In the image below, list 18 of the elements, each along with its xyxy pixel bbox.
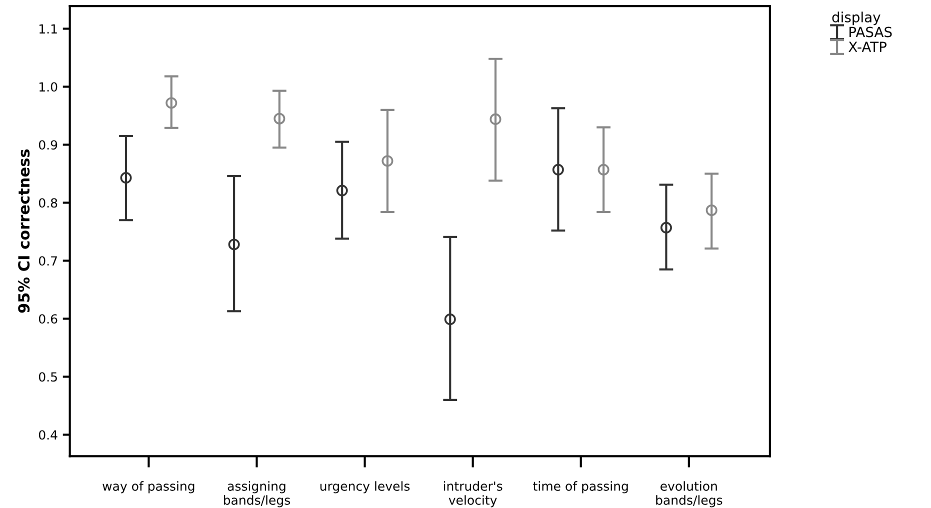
- y-tick-label: 0.6: [38, 314, 58, 324]
- y-tick-label: 0.9: [38, 140, 58, 150]
- y-tick-label: 0.8: [38, 198, 58, 208]
- y-tick-label: 1.1: [40, 24, 57, 34]
- y-tick-label: 0.5: [38, 372, 57, 382]
- x-tick-label: assigning bands/legs: [224, 481, 290, 508]
- y-tick-label: 0.7: [38, 256, 57, 266]
- x-tick-label: way of passing: [102, 481, 194, 494]
- x-tick-label: urgency levels: [320, 481, 410, 494]
- y-tick-label: 1.0: [40, 82, 58, 92]
- legend-title: display: [832, 12, 880, 26]
- y-axis-title: 95% CI correctness: [18, 149, 30, 313]
- x-tick-label: evolution bands/legs: [656, 481, 722, 508]
- legend-label: PASAS: [850, 26, 892, 38]
- x-tick-label: time of passing: [533, 481, 628, 494]
- x-tick-label: intruder's velocity: [444, 481, 502, 508]
- y-tick-label: 0.4: [38, 430, 58, 440]
- legend-label: X-ATP: [848, 42, 886, 52]
